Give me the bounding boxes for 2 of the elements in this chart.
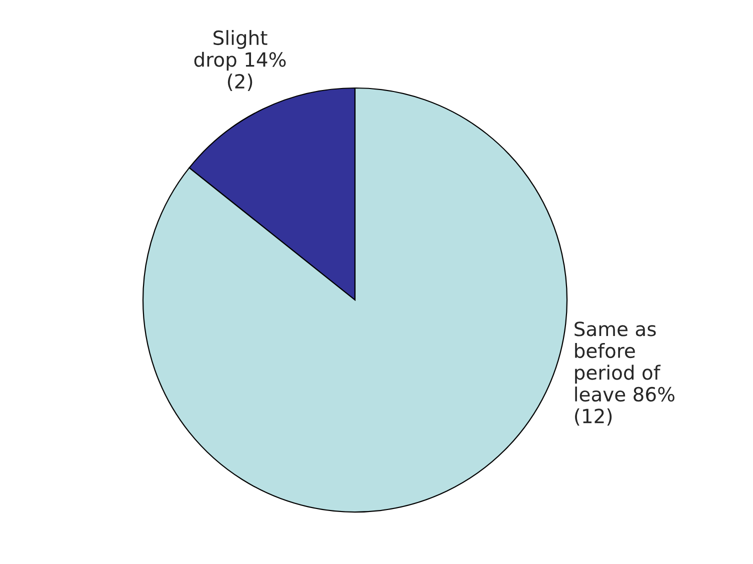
- slice-label: Slight drop 14% (2): [194, 30, 286, 91]
- slice-label: Same as before period of leave 86% (12): [574, 322, 674, 426]
